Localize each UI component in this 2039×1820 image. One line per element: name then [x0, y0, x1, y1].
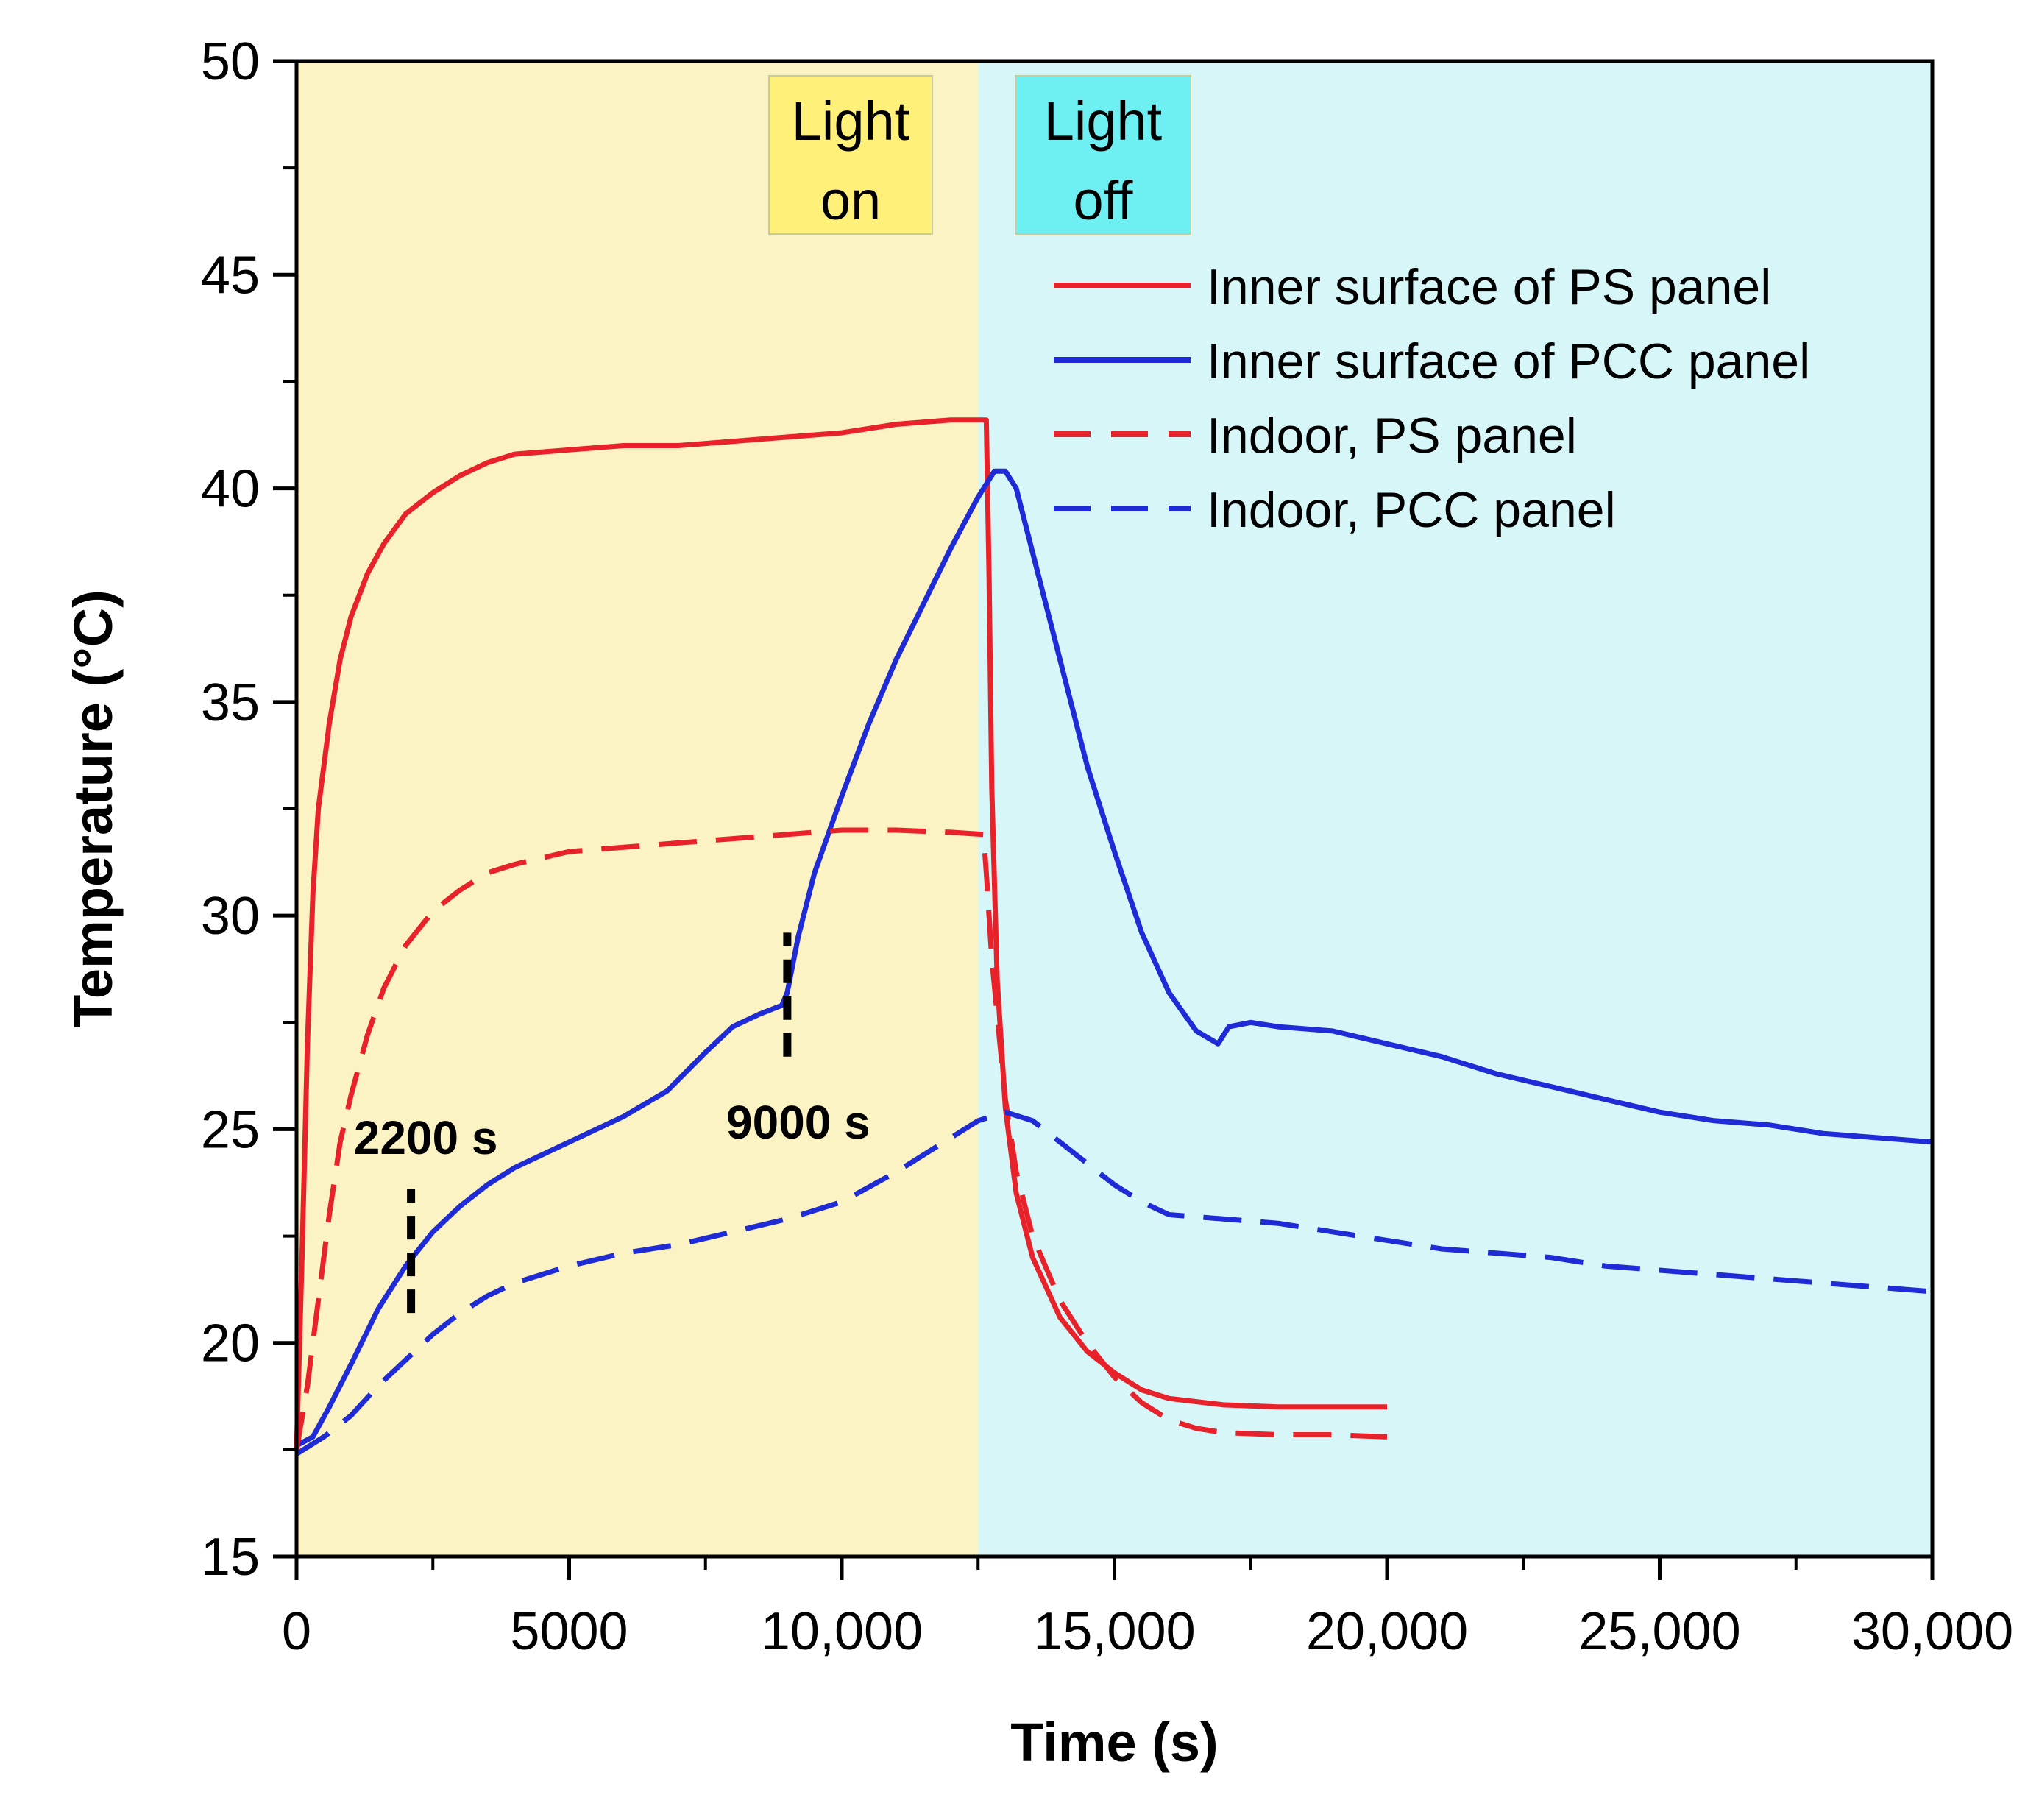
x-axis-label: Time (s) — [1010, 1712, 1218, 1773]
series-line-2 — [295, 468, 1933, 1448]
region-label-box-light-on — [768, 75, 933, 235]
y-axis-label: Temperature (°C) — [63, 589, 124, 1028]
axes: 0 5000 10,000 15,000 20,000 25,000 30,000 15 20 2… — [201, 32, 2013, 1661]
series-line-3 — [294, 827, 1388, 1451]
region-label-light-off-line2: off — [1074, 170, 1133, 231]
legend-label-3: Indoor, PS panel — [1207, 408, 1577, 464]
background-regions — [297, 61, 1932, 1557]
x-tick-label: 0 — [282, 1602, 311, 1661]
y-tick-label: 30 — [201, 887, 260, 946]
region-label-light-on-line1: Light — [792, 91, 910, 152]
y-tick-label: 40 — [201, 460, 260, 519]
y-tick-label: 50 — [201, 32, 260, 91]
x-tick-label: 30,000 — [1851, 1602, 2013, 1661]
series-lines — [294, 417, 1933, 1456]
x-tick-label: 20,000 — [1306, 1602, 1468, 1661]
y-tick-label: 35 — [201, 673, 260, 732]
series-line-4 — [295, 1109, 1933, 1456]
region-labels: Light on Light off — [768, 75, 1191, 235]
x-tick-label: 15,000 — [1033, 1602, 1195, 1661]
region-label-box-light-off — [1015, 75, 1191, 235]
x-tick-label: 25,000 — [1578, 1602, 1740, 1661]
region-light-on — [297, 61, 979, 1557]
annotation-label-2200s: 2200 s — [354, 1111, 498, 1164]
y-tick-label: 45 — [201, 246, 260, 305]
annotations: 2200 s 9000 s — [354, 932, 870, 1314]
legend-label-2: Inner surface of PCC panel — [1207, 333, 1810, 389]
region-label-light-on-line2: on — [820, 170, 881, 231]
y-tick-label: 20 — [201, 1314, 260, 1373]
region-light-off — [978, 61, 1932, 1557]
y-tick-label: 25 — [201, 1100, 260, 1159]
annotation-label-9000s: 9000 s — [726, 1096, 870, 1149]
legend-label-4: Indoor, PCC panel — [1207, 482, 1616, 538]
legend-label-1: Inner surface of PS panel — [1207, 259, 1771, 315]
y-tick-label: 15 — [201, 1528, 260, 1587]
x-tick-label: 10,000 — [761, 1602, 923, 1661]
region-label-light-off-line1: Light — [1044, 91, 1163, 152]
legend: Inner surface of PS panel Inner surface o… — [1054, 259, 1810, 538]
x-tick-label: 5000 — [510, 1602, 628, 1661]
